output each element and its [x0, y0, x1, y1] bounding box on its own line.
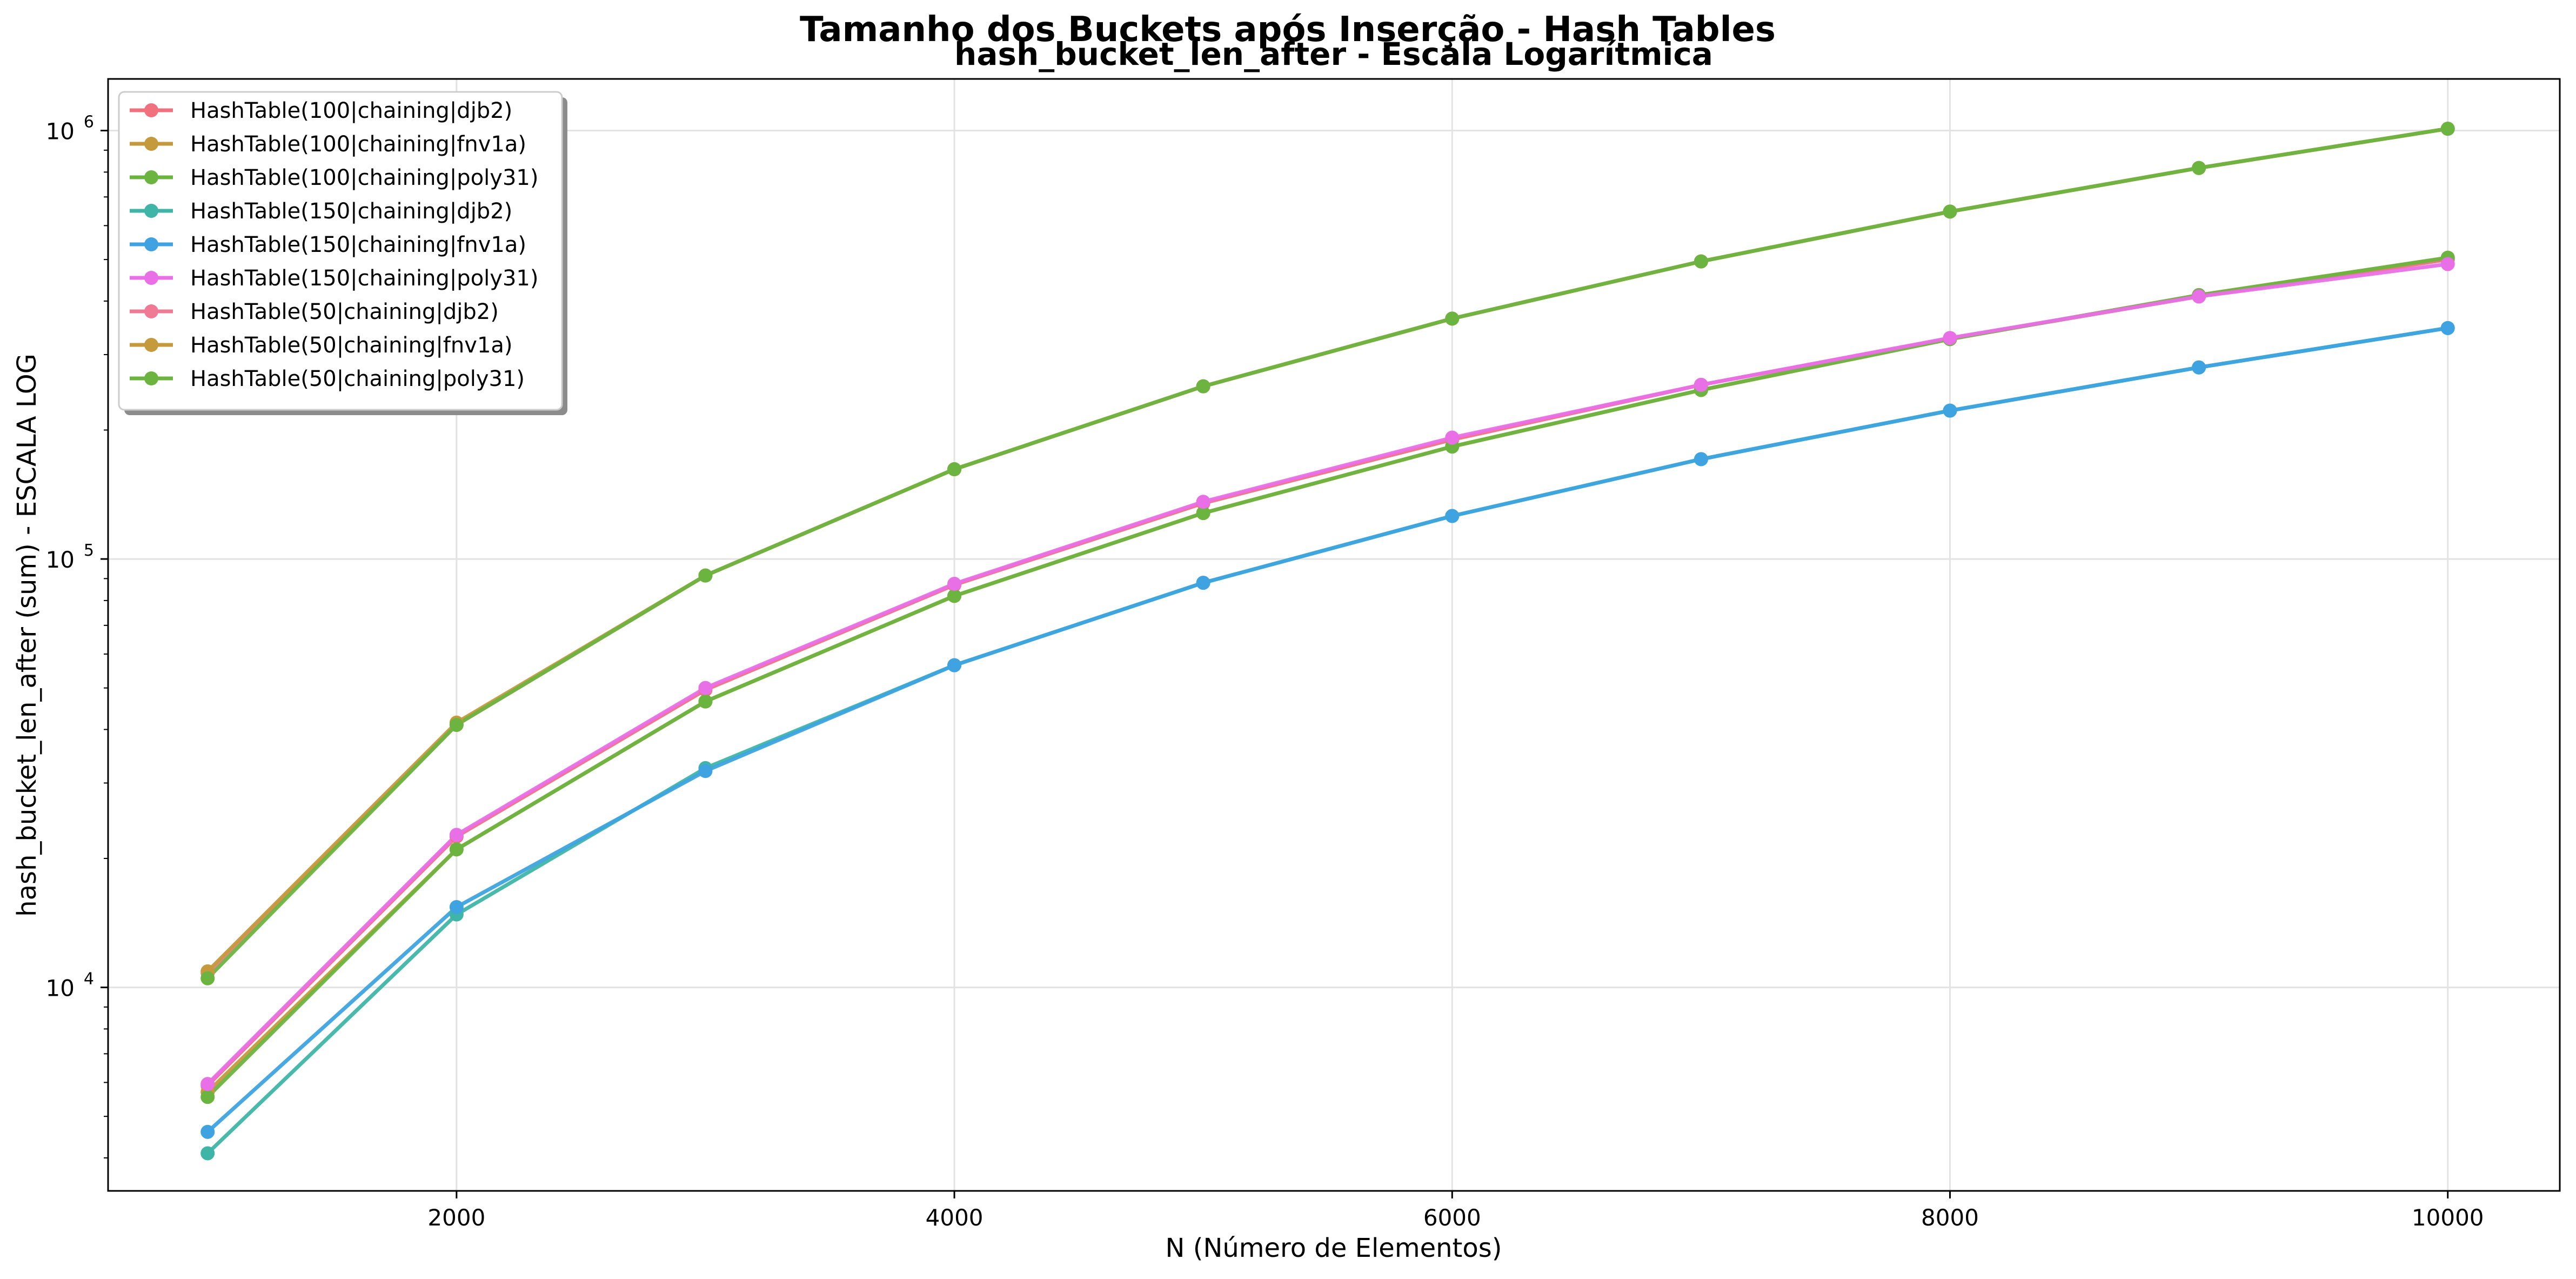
series-points	[200, 122, 2455, 1161]
legend-marker	[144, 237, 158, 251]
data-point	[449, 900, 464, 914]
series-lines	[206, 126, 2448, 1155]
y-tick-label: 10	[46, 975, 75, 1002]
legend-marker	[144, 204, 158, 218]
series-line	[206, 262, 2448, 1085]
data-point	[449, 842, 464, 857]
data-point	[200, 971, 215, 985]
data-point	[1445, 430, 1460, 445]
x-axis-label: N (Número de Elementos)	[1166, 1233, 1502, 1263]
data-point	[1694, 254, 1708, 269]
x-axis-ticks: 2000 4000 6000 8000 10000	[427, 1191, 2484, 1231]
legend-marker	[144, 137, 158, 151]
data-point	[2192, 360, 2206, 375]
legend-label: HashTable(100|chaining|fnv1a)	[190, 132, 526, 157]
data-point	[947, 462, 962, 477]
y-tick-exponent: 4	[84, 970, 94, 989]
y-tick-label: 10	[46, 547, 75, 573]
x-tick-label: 8000	[1921, 1204, 1979, 1231]
data-point	[1694, 452, 1708, 467]
data-point	[947, 658, 962, 672]
x-tick-label: 4000	[926, 1204, 983, 1231]
data-point	[200, 1077, 215, 1091]
x-tick-label: 10000	[2412, 1204, 2484, 1231]
series-line	[206, 126, 2448, 980]
data-point	[698, 694, 713, 709]
legend-marker	[144, 103, 158, 117]
data-point	[1445, 509, 1460, 523]
legend-marker	[144, 170, 158, 184]
data-point	[698, 681, 713, 695]
data-point	[1445, 311, 1460, 326]
data-point	[2440, 321, 2455, 335]
legend-label: HashTable(150|chaining|poly31)	[190, 266, 538, 291]
y-tick-exponent: 6	[84, 113, 94, 132]
data-point	[1943, 331, 1957, 345]
data-point	[1943, 403, 1957, 418]
data-point	[200, 1146, 215, 1161]
legend-label: HashTable(150|chaining|djb2)	[190, 199, 512, 224]
legend-label: HashTable(150|chaining|fnv1a)	[190, 232, 526, 257]
data-point	[449, 828, 464, 842]
data-point	[2440, 257, 2455, 271]
x-tick-label: 6000	[1423, 1204, 1481, 1231]
data-point	[1196, 379, 1210, 394]
data-point	[1196, 495, 1210, 509]
legend-marker	[144, 338, 158, 352]
data-point	[200, 1124, 215, 1139]
chart-subtitle: hash_bucket_len_after - Escala Logarítmi…	[954, 36, 1713, 72]
legend: HashTable(100|chaining|djb2) HashTable(10…	[118, 91, 567, 415]
legend-label: HashTable(100|chaining|poly31)	[190, 165, 538, 190]
legend-label: HashTable(50|chaining|poly31)	[190, 367, 525, 391]
data-point	[1943, 204, 1957, 219]
data-point	[947, 589, 962, 603]
plot-area-frame	[107, 78, 2561, 1192]
data-point	[2192, 289, 2206, 304]
legend-marker	[144, 371, 158, 385]
data-point	[200, 1090, 215, 1104]
y-axis-ticks: 10 4 10 5 10 6	[46, 113, 108, 1158]
y-tick-exponent: 5	[84, 541, 94, 560]
data-point	[1694, 377, 1708, 392]
legend-label: HashTable(50|chaining|fnv1a)	[190, 333, 513, 358]
x-tick-label: 2000	[427, 1204, 485, 1231]
data-point	[449, 717, 464, 732]
data-point	[2192, 161, 2206, 175]
data-point	[2440, 122, 2455, 136]
data-point	[947, 577, 962, 591]
data-point	[698, 764, 713, 778]
data-point	[1196, 506, 1210, 521]
legend-marker	[144, 271, 158, 285]
legend-box	[118, 91, 563, 411]
series-line	[206, 326, 2448, 1134]
legend-label: HashTable(50|chaining|djb2)	[190, 299, 499, 324]
legend-label: HashTable(100|chaining|djb2)	[190, 98, 512, 123]
data-point	[698, 568, 713, 583]
data-point	[1196, 576, 1210, 590]
chart-title: Tamanho dos Buckets após Inserção - Hash…	[800, 10, 1776, 50]
legend-marker	[144, 304, 158, 318]
y-axis-label: hash_bucket_len_after (sum) - ESCALA LOG	[12, 354, 42, 917]
y-tick-label: 10	[46, 118, 75, 145]
